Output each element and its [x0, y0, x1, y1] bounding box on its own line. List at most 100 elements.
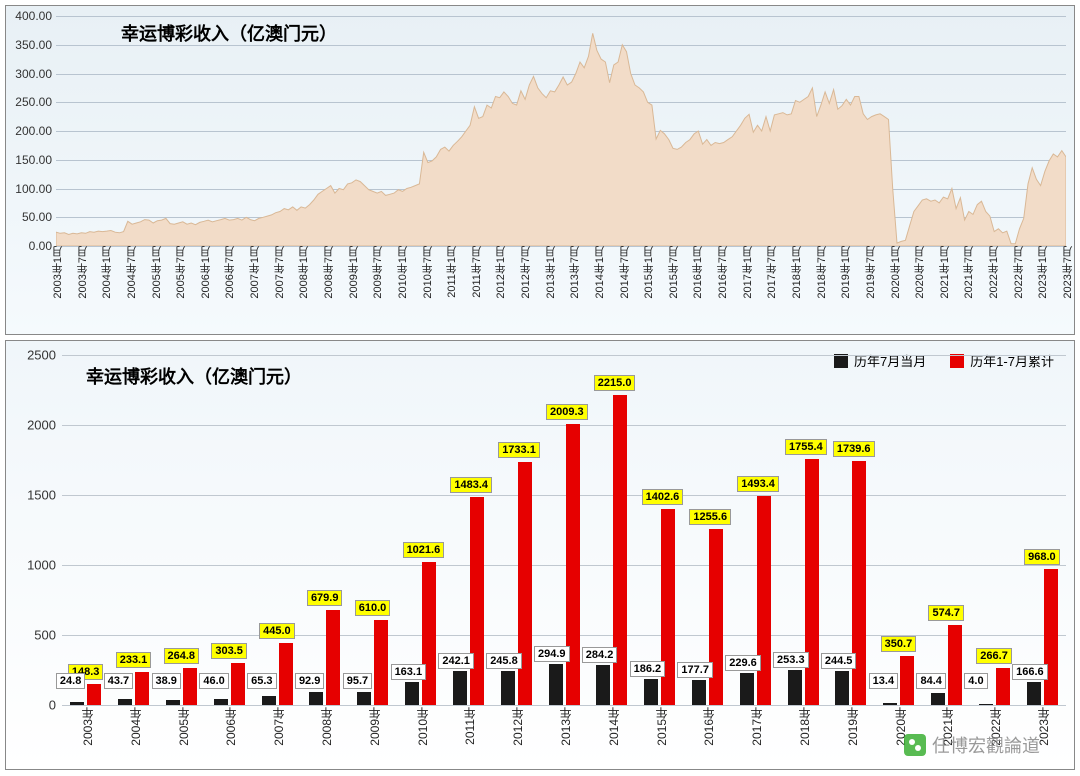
y-tick-label: 250.00 — [15, 95, 52, 109]
bar-label-black: 245.8 — [486, 653, 522, 669]
bar-label-black: 38.9 — [152, 673, 181, 689]
x-tick-label: 2007年7月 — [272, 246, 288, 299]
x-tick-label: 2006年7月 — [222, 246, 238, 299]
bar-black — [740, 673, 754, 705]
x-tick-label: 2023年7月 — [1060, 246, 1076, 299]
y-tick-label: 2000 — [27, 418, 56, 433]
bar-black — [644, 679, 658, 705]
bar-label-black: 163.1 — [391, 664, 427, 680]
y-tick-label: 150.00 — [15, 153, 52, 167]
bar-label-black: 166.6 — [1012, 664, 1048, 680]
x-tick-label: 2009年1月 — [346, 246, 362, 299]
bar-label-red: 574.7 — [928, 605, 964, 621]
bar-group — [1027, 569, 1058, 705]
x-tick-label: 2021年1月 — [937, 246, 953, 299]
x-tick-label: 2009年7月 — [370, 246, 386, 299]
x-tick-label: 2005年7月 — [173, 246, 189, 299]
wechat-icon — [904, 734, 926, 756]
bar-label-red: 233.1 — [116, 652, 152, 668]
bar-label-red: 968.0 — [1024, 549, 1060, 565]
x-tick-label: 2007年1月 — [247, 246, 263, 299]
x-tick-label: 2014年1月 — [592, 246, 608, 299]
bar-group — [549, 424, 580, 705]
bar-label-black: 65.3 — [247, 673, 276, 689]
bar-red — [279, 643, 293, 705]
bar-black — [1027, 682, 1041, 705]
bar-red — [757, 496, 771, 705]
bar-label-black: 24.8 — [56, 673, 85, 689]
bar-label-red: 1739.6 — [833, 441, 875, 457]
x-tick-label: 2014年7月 — [617, 246, 633, 299]
bar-black — [501, 671, 515, 705]
x-tick-label: 2017年1月 — [740, 246, 756, 299]
y-tick-label: 400.00 — [15, 9, 52, 23]
bar-label-black: 242.1 — [438, 653, 474, 669]
bar-label-red: 1021.6 — [403, 542, 445, 558]
x-tick-label: 2016年1月 — [690, 246, 706, 299]
bar-red — [87, 684, 101, 705]
y-tick-label: 300.00 — [15, 67, 52, 81]
bar-chart-panel: 幸运博彩收入（亿澳门元） 历年7月当月 历年1-7月累计 05001000150… — [5, 340, 1075, 770]
x-tick-label: 2019年7月 — [863, 246, 879, 299]
bar-label-red: 679.9 — [307, 590, 343, 606]
y-tick-label: 0 — [49, 698, 56, 713]
bar-label-black: 84.4 — [916, 673, 945, 689]
bar-label-red: 1402.6 — [642, 489, 684, 505]
bar-label-red: 350.7 — [881, 636, 917, 652]
x-tick-label: 2013年 — [557, 707, 574, 746]
bar-group — [309, 610, 340, 705]
x-tick-label: 2003年7月 — [75, 246, 91, 299]
bar-red — [805, 459, 819, 705]
x-tick-label: 2015年 — [653, 707, 670, 746]
x-tick-label: 2020年1月 — [888, 246, 904, 299]
x-tick-label: 2016年 — [700, 707, 717, 746]
bar-plot-area: 05001000150020002500148.324.8233.143.726… — [62, 355, 1066, 705]
x-tick-label: 2005年 — [175, 707, 192, 746]
x-tick-label: 2006年 — [222, 707, 239, 746]
bar-group — [357, 620, 388, 705]
x-tick-label: 2008年 — [318, 707, 335, 746]
y-tick-label: 1500 — [27, 488, 56, 503]
watermark-text: 任博宏觀論道 — [932, 732, 1040, 758]
x-tick-label: 2013年1月 — [543, 246, 559, 299]
x-tick-label: 2006年1月 — [198, 246, 214, 299]
x-tick-label: 2015年1月 — [641, 246, 657, 299]
area-plot-area: 0.0050.00100.00150.00200.00250.00300.003… — [56, 16, 1066, 246]
x-tick-label: 2020年7月 — [912, 246, 928, 299]
bar-black — [692, 680, 706, 705]
bar-label-red: 445.0 — [259, 623, 295, 639]
x-tick-label: 2008年7月 — [321, 246, 337, 299]
x-tick-label: 2019年1月 — [838, 246, 854, 299]
bar-group — [931, 625, 962, 705]
x-tick-label: 2017年 — [748, 707, 765, 746]
bar-label-black: 95.7 — [343, 673, 372, 689]
x-tick-label: 2010年7月 — [420, 246, 436, 299]
y-tick-label: 200.00 — [15, 124, 52, 138]
x-tick-label: 2003年 — [79, 707, 96, 746]
bar-red — [996, 668, 1010, 705]
bar-red — [135, 672, 149, 705]
x-tick-label: 2007年 — [270, 707, 287, 746]
bar-label-red: 264.8 — [164, 648, 200, 664]
area-chart-panel: 幸运博彩收入（亿澳门元） 0.0050.00100.00150.00200.00… — [5, 5, 1075, 335]
bar-label-black: 229.6 — [725, 655, 761, 671]
bar-label-red: 1483.4 — [450, 477, 492, 493]
bar-group — [405, 562, 436, 705]
bar-black — [835, 671, 849, 705]
bar-red — [1044, 569, 1058, 705]
bar-label-black: 4.0 — [964, 673, 987, 689]
bar-label-black: 13.4 — [869, 673, 898, 689]
x-tick-label: 2018年1月 — [789, 246, 805, 299]
bar-label-red: 2215.0 — [594, 375, 636, 391]
x-tick-label: 2012年1月 — [493, 246, 509, 299]
bar-red — [422, 562, 436, 705]
x-tick-label: 2011年7月 — [469, 246, 485, 298]
x-tick-label: 2011年 — [461, 707, 478, 745]
y-tick-label: 350.00 — [15, 38, 52, 52]
bar-black — [788, 670, 802, 705]
area-x-axis: 2003年1月2003年7月2004年1月2004年7月2005年1月2005年… — [56, 244, 1066, 332]
x-tick-label: 2018年7月 — [814, 246, 830, 299]
bar-red — [709, 529, 723, 705]
bar-label-red: 1255.6 — [689, 509, 731, 525]
x-tick-label: 2016年7月 — [715, 246, 731, 299]
